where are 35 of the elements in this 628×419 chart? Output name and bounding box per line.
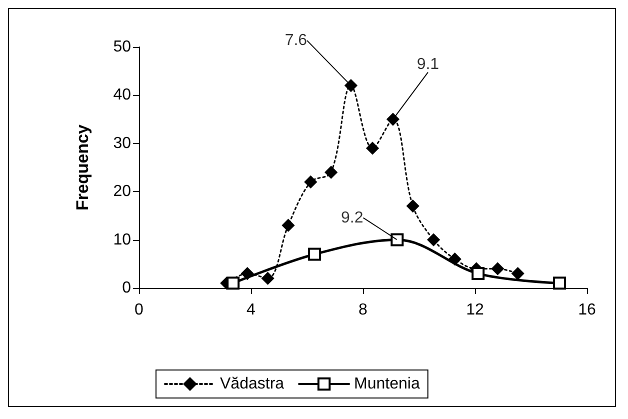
legend-label: Muntenia (354, 376, 420, 392)
point (390, 233, 404, 246)
y-tick-label: 40 (113, 86, 132, 104)
point (512, 267, 524, 280)
annotation: 7.6 (284, 32, 308, 50)
y-tick-label: 30 (113, 134, 132, 152)
x-tick-label: 4 (246, 302, 256, 318)
annotation: 9.2 (341, 209, 364, 226)
point (282, 219, 294, 232)
x-tick-label: 12 (466, 302, 484, 318)
point (448, 252, 462, 266)
x-tick-label: 16 (578, 302, 596, 318)
y-tick-label: 20 (113, 183, 132, 200)
annotation: 9.1 (416, 56, 440, 73)
legend-label: Vădastra (220, 376, 284, 392)
y-tick-label: 0 (122, 280, 132, 296)
y-tick-label: 10 (113, 231, 132, 248)
point (262, 272, 274, 285)
y-axis-title: Frequency (73, 124, 92, 210)
point (406, 200, 420, 212)
x-tick-label: 0 (134, 302, 144, 318)
point (241, 267, 254, 280)
point (304, 176, 317, 188)
point (472, 267, 485, 280)
point (427, 234, 440, 246)
point (366, 142, 379, 154)
point (491, 262, 504, 275)
y-tick-label: 50 (113, 38, 132, 56)
point (308, 248, 322, 261)
point (386, 113, 400, 126)
point (344, 79, 358, 92)
point (226, 276, 240, 290)
x-tick-label: 8 (358, 302, 368, 318)
point (553, 276, 566, 290)
point (324, 166, 338, 179)
